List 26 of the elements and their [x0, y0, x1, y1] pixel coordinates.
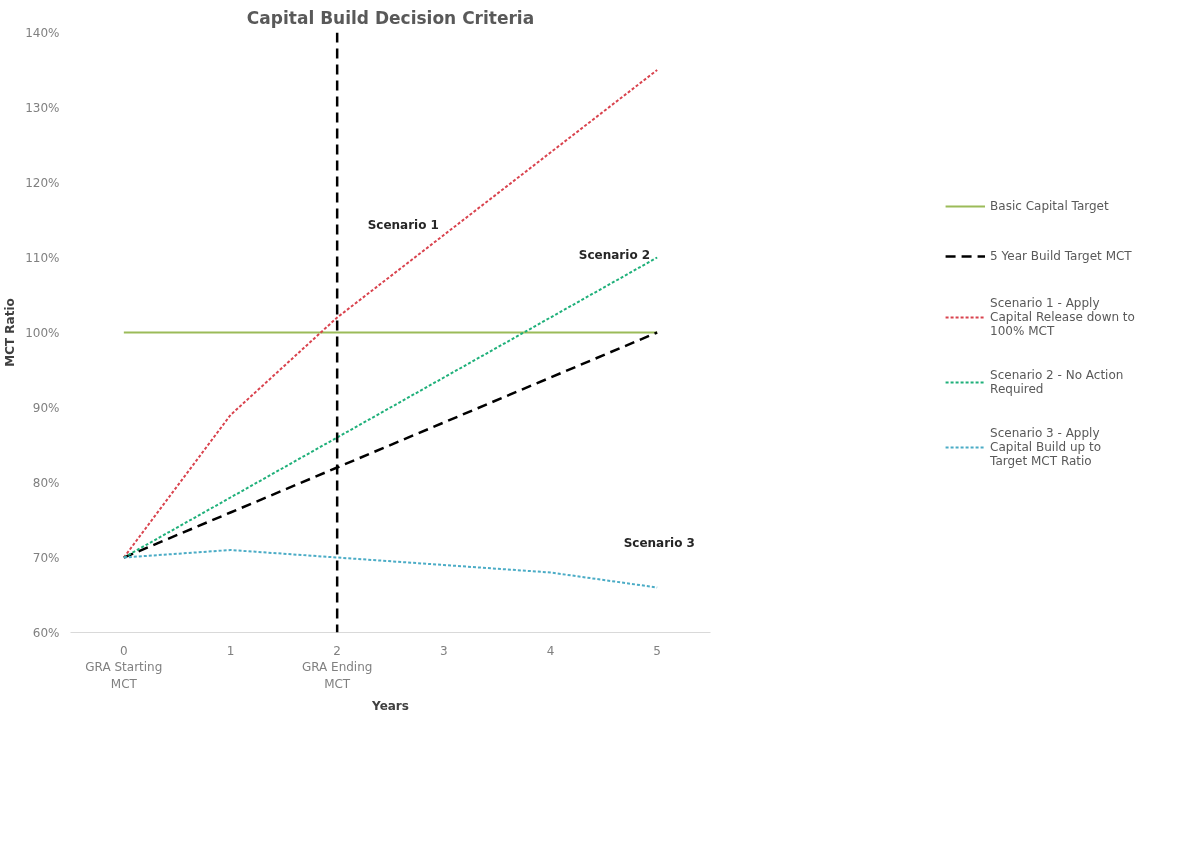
annotation: Scenario 2 [578, 247, 651, 262]
y-tick-label: 100% [25, 325, 60, 340]
x-tick-label: 4 [546, 643, 555, 658]
y-tick-label: 120% [25, 175, 60, 190]
y-tick-label: 80% [32, 475, 60, 490]
legend-label: 5 Year Build Target MCT [990, 248, 1132, 264]
x-tick-label: 0 GRA Starting MCT [85, 643, 163, 692]
legend-label: Basic Capital Target [990, 198, 1109, 214]
legend-label: Scenario 3 - Apply Capital Build up to Target MCT Ratio [990, 426, 1101, 468]
x-tick-label: 1 [226, 643, 235, 658]
x-tick-label: 5 [653, 643, 661, 658]
y-tick-label: 70% [32, 550, 60, 565]
y-tick-label: 140% [25, 25, 60, 40]
x-tick-label: 2 GRA Ending MCT [301, 643, 373, 692]
y-tick-label: 60% [32, 625, 60, 640]
x-tick-label: 3 [440, 643, 448, 658]
y-tick-label: 130% [25, 100, 60, 115]
legend-label: Scenario 2 - No Action Required [990, 368, 1124, 396]
chart-title: Capital Build Decision Criteria [246, 7, 535, 28]
annotation: Scenario 3 [623, 535, 695, 550]
y-axis-title: MCT Ratio [3, 298, 18, 367]
y-tick-label: 90% [32, 400, 60, 415]
annotation: Scenario 1 [367, 217, 439, 232]
legend-label: Scenario 1 - Apply Capital Release down to 100% MCT [990, 296, 1135, 338]
x-axis-title: Years [371, 699, 409, 714]
y-tick-label: 110% [25, 250, 60, 265]
